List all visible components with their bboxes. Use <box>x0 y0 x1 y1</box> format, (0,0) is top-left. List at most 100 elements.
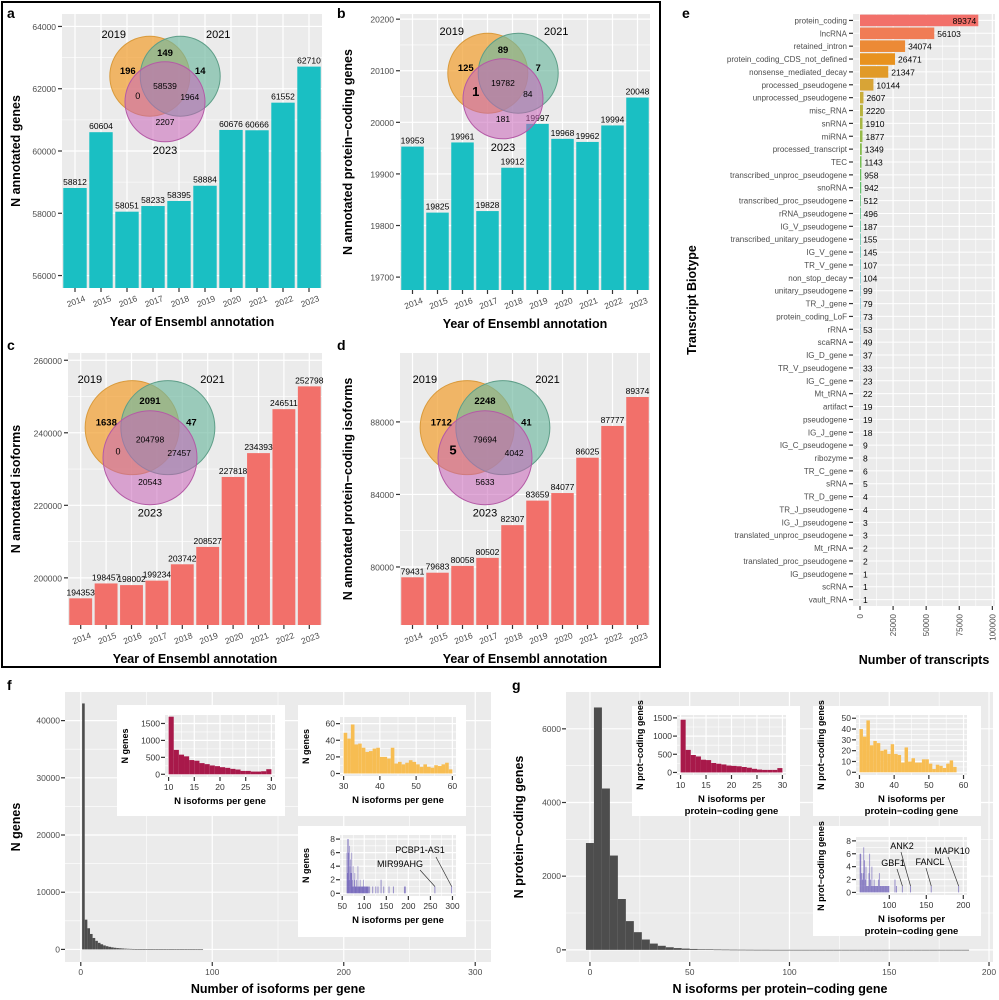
bar-value-label: 198457 <box>92 572 121 582</box>
x-axis-title: Number of isoforms per gene <box>191 982 365 996</box>
histogram-bar <box>937 949 946 951</box>
y-tick-label: 40 <box>326 735 336 745</box>
y-tick-label: TR_J_gene <box>806 300 848 309</box>
histogram-bar <box>408 760 413 774</box>
bar-value-label: 79 <box>863 299 873 309</box>
bar <box>426 212 449 290</box>
bar <box>860 580 861 593</box>
histogram-bar <box>187 949 190 950</box>
y-tick-label: 20 <box>842 746 852 756</box>
x-tick-label: 50 <box>924 780 934 790</box>
histogram-bar <box>859 853 861 893</box>
venn-label-2019: 2019 <box>413 374 437 386</box>
x-tick-label: 50 <box>337 901 347 911</box>
histogram-bar <box>349 845 350 894</box>
histogram-bar <box>366 886 367 894</box>
bar-value-label: 1 <box>863 582 868 592</box>
x-tick-label: 200 <box>337 967 351 977</box>
y-tick-label: nonsense_mediated_decay <box>749 68 847 77</box>
histogram-bar <box>935 764 940 773</box>
bar-value-label: 19825 <box>426 202 450 212</box>
venn-value-2021-only: 7 <box>536 63 541 74</box>
venn-circle-2023 <box>124 61 206 143</box>
histogram-bar <box>880 885 882 893</box>
bar <box>860 117 863 130</box>
panel-letter: c <box>7 337 15 353</box>
histogram-bar <box>777 949 786 951</box>
venn-value-all: 19782 <box>491 78 515 88</box>
y-tick-label: transcribed_unitary_pseudogene <box>730 235 847 244</box>
x-tick-label: 0 <box>78 967 83 977</box>
histogram-bar <box>173 749 179 775</box>
histogram-bar <box>351 852 353 894</box>
histogram-bar <box>168 716 174 775</box>
bar <box>860 130 863 143</box>
bar-value-label: 79683 <box>426 562 450 572</box>
histogram-bar <box>451 886 453 894</box>
histogram-bar <box>368 886 369 894</box>
bar-value-label: 73 <box>863 312 873 322</box>
histogram-bar <box>673 948 682 950</box>
histogram-bar <box>365 886 367 894</box>
histogram-bar <box>359 886 361 894</box>
histogram-bar <box>910 885 912 893</box>
bar <box>170 564 194 625</box>
inset-x-axis-title: N isoforms per <box>698 794 765 805</box>
histogram-bar <box>817 949 826 951</box>
histogram-bar <box>761 949 770 951</box>
histogram-bar <box>949 760 954 773</box>
histogram-bar <box>888 885 890 893</box>
y-tick-label: transcribed_unproc_pseudogene <box>730 171 848 180</box>
histogram-bar <box>184 949 188 950</box>
venn-label-2023: 2023 <box>138 508 162 520</box>
bar-value-label: 1 <box>863 569 868 579</box>
histogram-bar <box>870 885 872 893</box>
bar <box>501 525 524 625</box>
panel-letter: f <box>7 677 12 693</box>
histogram-bar <box>84 919 88 950</box>
y-tick-label: IG_V_gene <box>807 248 848 257</box>
histogram-bar <box>880 750 884 773</box>
bar-value-label: 58051 <box>115 201 139 211</box>
x-tick-label: 250 <box>423 901 437 911</box>
bar <box>89 132 113 288</box>
histogram-bar <box>347 872 349 894</box>
y-tick-label: 84000 <box>370 490 394 500</box>
bar-value-label: 18 <box>863 428 873 438</box>
histogram-bar <box>353 886 354 894</box>
bar <box>860 439 861 451</box>
y-tick-label: IG_J_pseudogene <box>782 518 848 527</box>
annotation-label: MIR99AHG <box>377 859 423 869</box>
y-tick-label: 40000 <box>36 716 60 726</box>
bar <box>247 453 270 625</box>
bar <box>401 577 424 625</box>
bar <box>860 78 874 91</box>
histogram-bar <box>741 767 747 773</box>
histogram-bar <box>346 852 348 894</box>
histogram-bar <box>220 767 226 775</box>
histogram-bar <box>875 885 876 893</box>
histogram-bar <box>762 769 768 773</box>
venn-value-all: 204798 <box>136 435 165 445</box>
bar <box>272 409 296 625</box>
bar <box>860 310 861 323</box>
venn-value-2021-only: 47 <box>186 417 197 428</box>
inset-x-axis-title: N isoforms per <box>878 914 945 925</box>
histogram-bar <box>876 743 881 773</box>
histogram-bar <box>785 949 794 951</box>
bar <box>167 200 191 288</box>
venn-value-2019-only: 196 <box>120 66 136 77</box>
histogram-bar <box>171 949 175 950</box>
histogram-bar <box>427 766 431 774</box>
y-tick-label: TEC <box>831 158 847 167</box>
histogram-bar <box>116 948 119 950</box>
y-axis-title: N annotated protein−coding isoforms <box>341 378 355 601</box>
venn-circle-2023 <box>102 410 198 506</box>
inset-g-10-30: 0 500 1000 1500 10 15 20 25 30 N isoforms perprot… <box>632 700 800 817</box>
y-tick-label: processed_transcript <box>773 145 848 154</box>
bar <box>860 53 896 65</box>
annotation-label: GBF1 <box>881 858 905 868</box>
bar <box>860 194 861 207</box>
